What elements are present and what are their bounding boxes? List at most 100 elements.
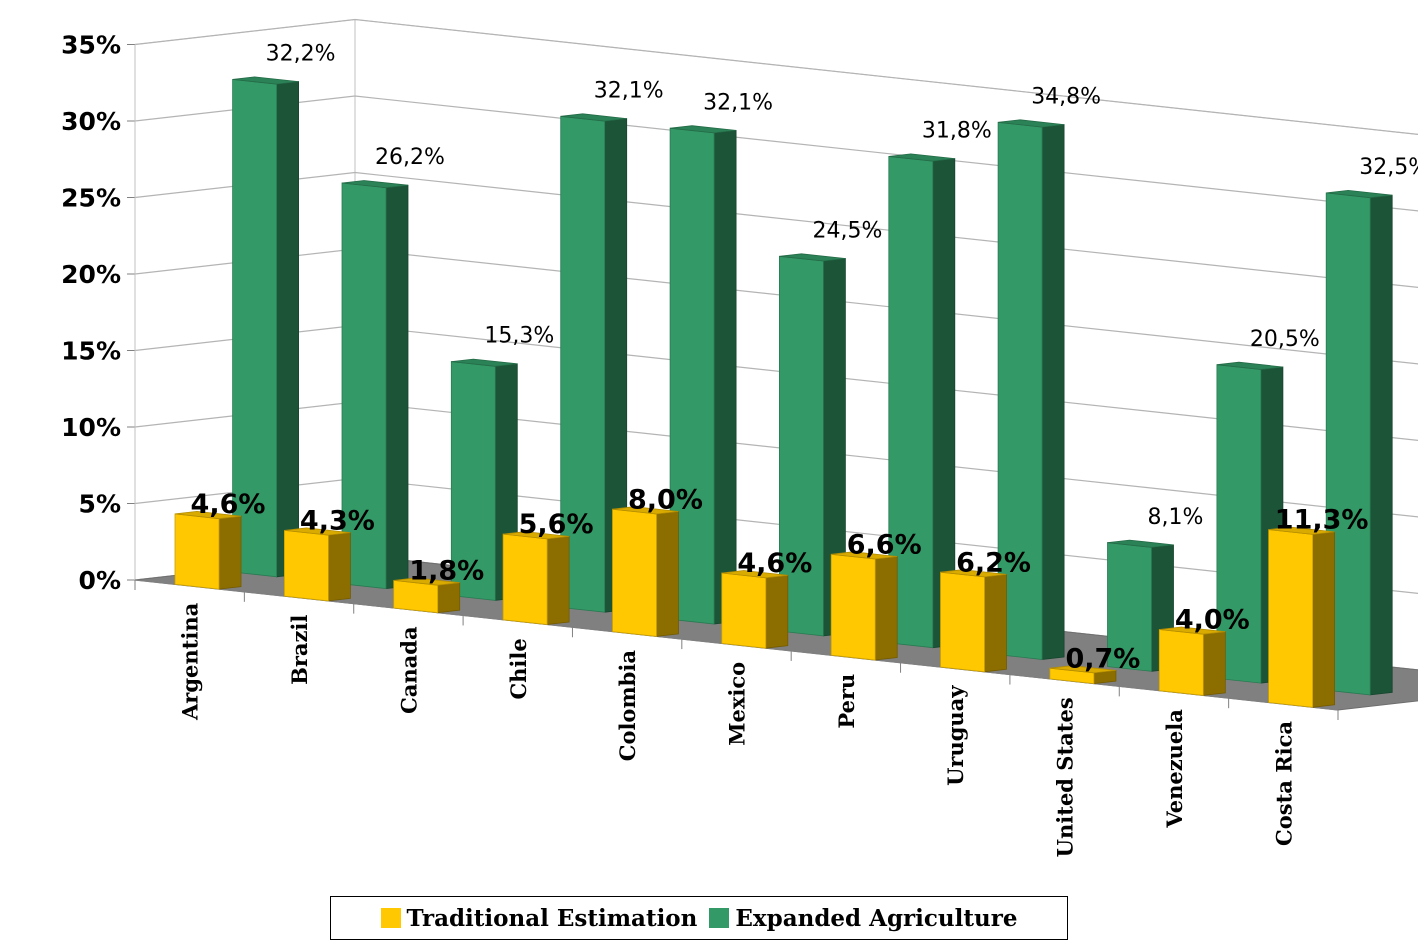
y-tick-label: 5% [79, 490, 121, 519]
data-label-traditional: 4,3% [300, 505, 375, 536]
data-label-expanded: 34,8% [1031, 84, 1101, 109]
bar-side [765, 574, 789, 649]
data-label-traditional: 4,6% [191, 489, 266, 520]
legend-item-expanded: Expanded Agriculture [709, 905, 1017, 932]
data-label-traditional: 1,8% [409, 556, 484, 587]
legend-label-traditional: Traditional Estimation [406, 904, 698, 932]
x-category-label: Peru [834, 674, 859, 729]
data-label-traditional: 6,6% [847, 529, 922, 560]
bar-front [1158, 629, 1204, 696]
gridline [134, 171, 1418, 288]
data-label-traditional: 6,2% [956, 547, 1031, 578]
x-category-label: Costa Rica [1271, 721, 1296, 846]
bar-top [940, 569, 1007, 578]
bar-traditional-3 [502, 531, 570, 625]
bar-side [656, 511, 679, 637]
data-label-traditional: 0,7% [1065, 643, 1140, 674]
chart-canvas: 0% 5% 10% 15% 20% 25% 30% 35% Argentina Brazil Can… [61, 18, 1418, 857]
bar-side [327, 532, 351, 602]
bar-top [174, 510, 242, 520]
bar-side [713, 129, 737, 625]
gridline [134, 95, 1418, 212]
legend-swatch-expanded [709, 908, 730, 928]
bar-side [1041, 124, 1065, 660]
data-label-expanded: 24,5% [812, 218, 882, 243]
bar-expanded-0 [232, 76, 300, 578]
bar-top [284, 527, 351, 536]
chart-data-labels: 32,2% 26,2% 15,3% 32,1% 32,1% 24,5% 31,8% 34,8%… [191, 41, 1418, 674]
bar-front [940, 571, 985, 673]
bar-side [1312, 531, 1335, 708]
bar-traditional-0 [174, 510, 242, 590]
x-category-label: Argentina [178, 602, 203, 721]
data-label-expanded: 32,5% [1359, 155, 1418, 180]
x-category-label: Uruguay [943, 685, 968, 786]
bar-top [998, 119, 1065, 128]
bar-top [451, 358, 518, 367]
data-label-traditional: 8,0% [628, 484, 703, 515]
bar-traditional-10 [1268, 526, 1335, 708]
bar-traditional-1 [283, 527, 351, 602]
bar-side [385, 184, 409, 590]
data-label-traditional: 11,3% [1275, 505, 1369, 536]
bar-side [984, 573, 1007, 673]
bar-expanded-4 [669, 125, 737, 625]
bar-traditional-5 [721, 570, 789, 649]
bar-top [503, 531, 570, 540]
x-category-label: Chile [506, 638, 531, 699]
bar-expanded-3 [560, 113, 628, 613]
data-label-expanded: 32,1% [594, 78, 664, 103]
bar-side [218, 515, 242, 590]
bar-front [283, 529, 329, 602]
x-category-label: Canada [396, 626, 421, 714]
bar-top [888, 153, 955, 162]
bar-top [1326, 189, 1393, 199]
y-tick-label: 30% [61, 107, 121, 136]
data-label-expanded: 8,1% [1148, 505, 1204, 530]
bar-side [1202, 631, 1226, 696]
data-label-expanded: 15,3% [484, 324, 554, 349]
legend-swatch-traditional [380, 908, 401, 928]
bar-expanded-1 [341, 180, 409, 590]
bar-traditional-6 [830, 551, 898, 661]
data-label-traditional: 4,0% [1175, 605, 1250, 636]
bar-top [1268, 526, 1335, 535]
y-tick-label: 0% [79, 566, 121, 595]
bar-top [393, 577, 460, 586]
data-label-expanded: 20,5% [1250, 327, 1320, 352]
data-label-expanded: 32,2% [266, 41, 336, 66]
bar-side [437, 582, 461, 614]
bar-side [546, 535, 570, 625]
bar-front [830, 553, 876, 661]
chart-legend: Traditional Estimation Expanded Agricult… [330, 896, 1068, 940]
x-category-label: Brazil [287, 615, 312, 685]
bar-front [612, 508, 657, 637]
bar-top [341, 180, 409, 189]
data-label-expanded: 26,2% [375, 145, 445, 170]
bar-top [779, 253, 846, 262]
y-tick-label: 35% [61, 31, 121, 60]
bar-top [721, 570, 788, 579]
y-tick-label: 25% [61, 184, 121, 213]
y-tick-label: 15% [61, 337, 121, 366]
bar-expanded-6 [888, 153, 956, 649]
data-label-traditional: 5,6% [519, 509, 594, 540]
bar-front [1268, 529, 1313, 708]
bar-top [670, 125, 737, 134]
bar-side [276, 81, 300, 578]
bar-top [1159, 626, 1226, 635]
bar-front [174, 513, 220, 590]
y-tick-label: 20% [61, 260, 121, 289]
x-category-label: Venezuela [1162, 709, 1187, 829]
bar-side [874, 556, 898, 661]
bar-traditional-7 [940, 569, 1007, 673]
chart-bars [174, 76, 1393, 708]
y-tick-label: 10% [61, 413, 121, 442]
bar-top [1216, 361, 1283, 370]
bar-traditional-4 [612, 506, 679, 637]
bar-top [612, 506, 679, 515]
gridline [134, 18, 1418, 135]
bar-front [721, 572, 767, 649]
x-category-label: Colombia [615, 650, 640, 762]
bar-side [1369, 194, 1393, 696]
